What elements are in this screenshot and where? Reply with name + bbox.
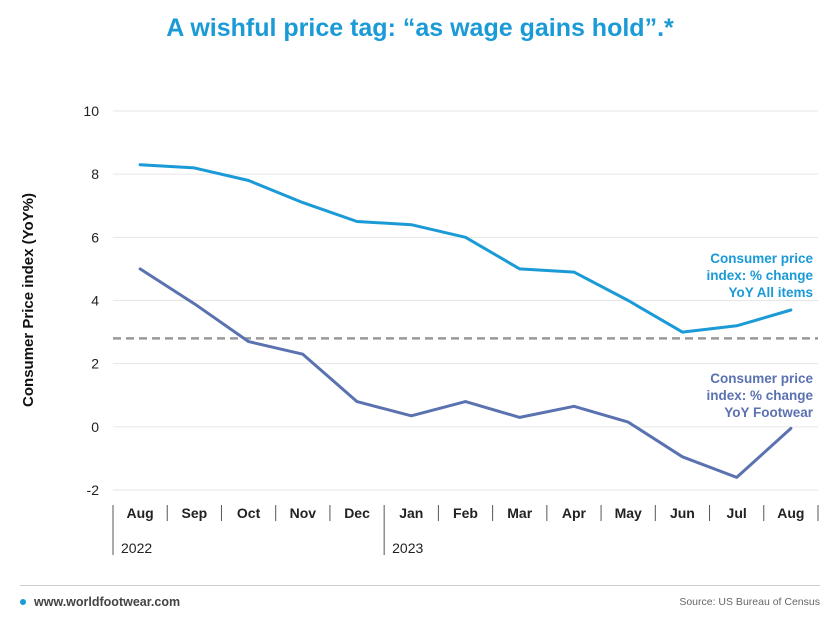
website-link[interactable]: www.worldfootwear.com	[34, 595, 181, 609]
series-label-line: Consumer price	[710, 251, 813, 266]
series-labels: Consumer price index: % change YoY All ite…	[706, 251, 813, 420]
chart-title: A wishful price tag: “as wage gains hold…	[166, 14, 674, 42]
y-axis-label: Consumer Price index (YoY%)	[20, 193, 37, 407]
footer-divider	[20, 585, 820, 586]
series-label-line: index: % change	[706, 388, 813, 403]
series-label-line: Consumer price	[710, 371, 813, 386]
x-tick-label: Oct	[237, 505, 261, 521]
y-tick-label: 2	[91, 356, 99, 372]
series-label-line: YoY Footwear	[724, 405, 814, 420]
x-tick-label: Jul	[727, 505, 747, 521]
y-tick-label: 6	[91, 229, 99, 245]
x-tick-label: Dec	[344, 505, 370, 521]
y-tick-label: 4	[91, 293, 99, 309]
x-tick-label: Sep	[182, 505, 208, 521]
y-tick-label: 10	[83, 103, 99, 119]
x-tick-label: Jun	[670, 505, 695, 521]
x-tick-label: May	[615, 505, 642, 521]
x-tick-label: Nov	[290, 505, 317, 521]
x-tick-label: Jan	[399, 505, 423, 521]
x-tick-label: Feb	[453, 505, 478, 521]
year-label: 2023	[392, 540, 423, 556]
footer-source: Source: US Bureau of Census	[679, 596, 820, 608]
year-label: 2022	[121, 540, 152, 556]
x-tick-label: Aug	[777, 505, 804, 521]
footer-website[interactable]: www.worldfootwear.com	[20, 594, 180, 610]
y-tick-label: 0	[91, 419, 99, 435]
x-tick-label: Apr	[562, 505, 587, 521]
y-tick-label: -2	[87, 482, 100, 498]
series-label-line: YoY All items	[728, 285, 813, 300]
x-tick-label: Mar	[507, 505, 532, 521]
series-line-0	[138, 163, 793, 334]
series-line-1	[138, 267, 793, 479]
series-label-line: index: % change	[706, 268, 813, 283]
bullet-dot-icon	[20, 599, 26, 605]
y-tick-label: 8	[91, 166, 99, 182]
x-tick-label: Aug	[127, 505, 154, 521]
x-axis: Aug Sep Oct Nov Dec Jan Feb Mar Apr May Jun Jul Aug 2…	[112, 505, 819, 556]
line-chart: -2 0 2 4 6 8 10 Consumer Price index (YoY%) Au…	[20, 103, 819, 556]
y-axis-ticks: -2 0 2 4 6 8 10	[83, 103, 99, 498]
series-lines	[138, 163, 793, 479]
grid-lines	[113, 110, 818, 491]
